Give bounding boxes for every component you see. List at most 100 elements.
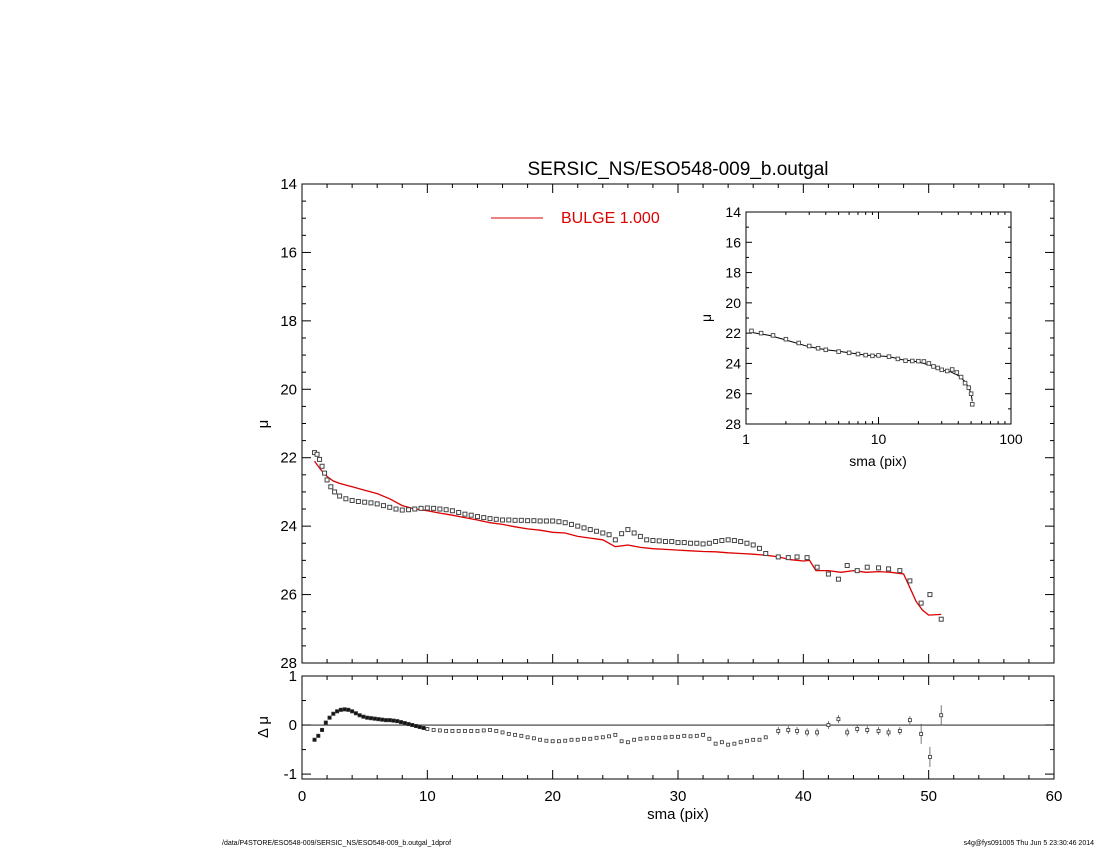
data-point bbox=[343, 496, 349, 502]
data-point bbox=[625, 527, 631, 533]
residual-point bbox=[361, 714, 366, 719]
data-point bbox=[681, 540, 687, 546]
data-point bbox=[606, 532, 612, 538]
data-point bbox=[785, 555, 791, 561]
residual-point bbox=[372, 716, 377, 721]
model-line-bulge bbox=[313, 460, 942, 616]
data-point bbox=[825, 571, 831, 577]
data-point bbox=[468, 512, 474, 518]
data-point bbox=[355, 499, 361, 505]
inset-y-tick-label: 18 bbox=[725, 265, 741, 281]
main-y-tick-label: 14 bbox=[280, 176, 297, 193]
data-point bbox=[362, 499, 368, 505]
main-y-tick-label: 18 bbox=[280, 313, 297, 330]
data-point bbox=[525, 518, 531, 524]
inset-data-point bbox=[815, 346, 821, 351]
residual-point bbox=[582, 736, 586, 741]
data-point bbox=[437, 506, 443, 512]
data-point bbox=[322, 470, 328, 476]
inset-y-tick-label: 16 bbox=[725, 234, 741, 250]
residual-point bbox=[376, 717, 381, 722]
data-point bbox=[568, 521, 574, 527]
data-point bbox=[562, 520, 568, 526]
residual-point bbox=[632, 737, 637, 742]
residual-point bbox=[316, 733, 321, 738]
residual-point bbox=[688, 734, 693, 739]
inset-data-point bbox=[876, 353, 881, 358]
residual-point bbox=[421, 725, 426, 730]
data-point bbox=[669, 539, 675, 545]
residual-point bbox=[613, 732, 618, 737]
residual-point bbox=[437, 728, 442, 733]
data-point bbox=[713, 539, 719, 545]
data-point bbox=[656, 538, 662, 544]
inset-data-point bbox=[916, 358, 921, 364]
data-point bbox=[700, 541, 706, 547]
data-point bbox=[854, 568, 860, 574]
residual-point bbox=[383, 718, 388, 723]
residual-point bbox=[638, 736, 643, 741]
main-y-tick-label: 26 bbox=[280, 587, 297, 604]
residual-point bbox=[481, 728, 486, 733]
residual-point bbox=[519, 733, 524, 738]
residual-point bbox=[682, 733, 687, 738]
data-point bbox=[328, 484, 334, 490]
residual-y-axis-label: Δ μ bbox=[255, 716, 272, 738]
inset-data-point bbox=[823, 347, 829, 353]
data-point bbox=[462, 511, 468, 517]
data-point bbox=[537, 518, 543, 524]
residual-point bbox=[402, 721, 407, 726]
inset-log-panel: μ sma (pix) 14 16 18 20 22 24 26 281 10 100 bbox=[698, 204, 1023, 469]
data-point bbox=[694, 540, 700, 546]
data-point bbox=[474, 514, 480, 520]
inset-data-point bbox=[958, 374, 964, 380]
inset-axis-ticks: 14 16 18 20 22 24 26 281 10 100 bbox=[725, 204, 1022, 447]
data-point bbox=[424, 505, 430, 511]
inset-y-tick-label: 22 bbox=[725, 325, 741, 341]
residual-point bbox=[676, 734, 680, 739]
residual-x-tick-label: 0 bbox=[298, 788, 306, 805]
residual-point bbox=[538, 737, 543, 742]
residual-point bbox=[594, 735, 599, 740]
data-point bbox=[456, 509, 462, 515]
inset-model-line-path bbox=[751, 331, 973, 402]
residual-x-tick-label: 20 bbox=[544, 788, 561, 805]
data-point bbox=[675, 540, 681, 546]
inset-model-line bbox=[751, 331, 973, 402]
data-point bbox=[594, 528, 600, 534]
data-point bbox=[938, 616, 944, 622]
data-point bbox=[886, 566, 892, 572]
residual-point bbox=[346, 707, 351, 712]
data-point bbox=[324, 477, 330, 483]
data-point bbox=[581, 525, 587, 531]
inset-data-point bbox=[944, 368, 950, 374]
residual-point bbox=[763, 735, 768, 740]
inset-data-point bbox=[939, 367, 944, 373]
data-point bbox=[380, 503, 386, 509]
residual-point bbox=[732, 741, 737, 746]
residual-point bbox=[845, 730, 850, 735]
residual-point bbox=[919, 731, 924, 736]
data-point bbox=[399, 507, 405, 513]
residual-point bbox=[805, 730, 809, 735]
data-point bbox=[907, 578, 913, 584]
inset-x-tick-label: 100 bbox=[999, 431, 1023, 447]
data-point bbox=[412, 506, 418, 512]
main-y-tick-label: 22 bbox=[280, 450, 297, 467]
residual-x-tick-label: 10 bbox=[419, 788, 436, 805]
residual-point bbox=[323, 720, 328, 725]
data-point bbox=[543, 518, 549, 524]
data-point bbox=[393, 506, 399, 512]
residual-point bbox=[513, 732, 517, 737]
data-point bbox=[531, 518, 537, 524]
residual-point bbox=[327, 715, 332, 720]
main-y-tick-label: 28 bbox=[280, 655, 297, 672]
residual-point bbox=[663, 735, 668, 740]
data-point bbox=[449, 508, 455, 514]
residual-point bbox=[550, 739, 555, 744]
data-point bbox=[619, 531, 625, 537]
residual-point bbox=[488, 728, 492, 732]
residual-point bbox=[469, 729, 474, 733]
